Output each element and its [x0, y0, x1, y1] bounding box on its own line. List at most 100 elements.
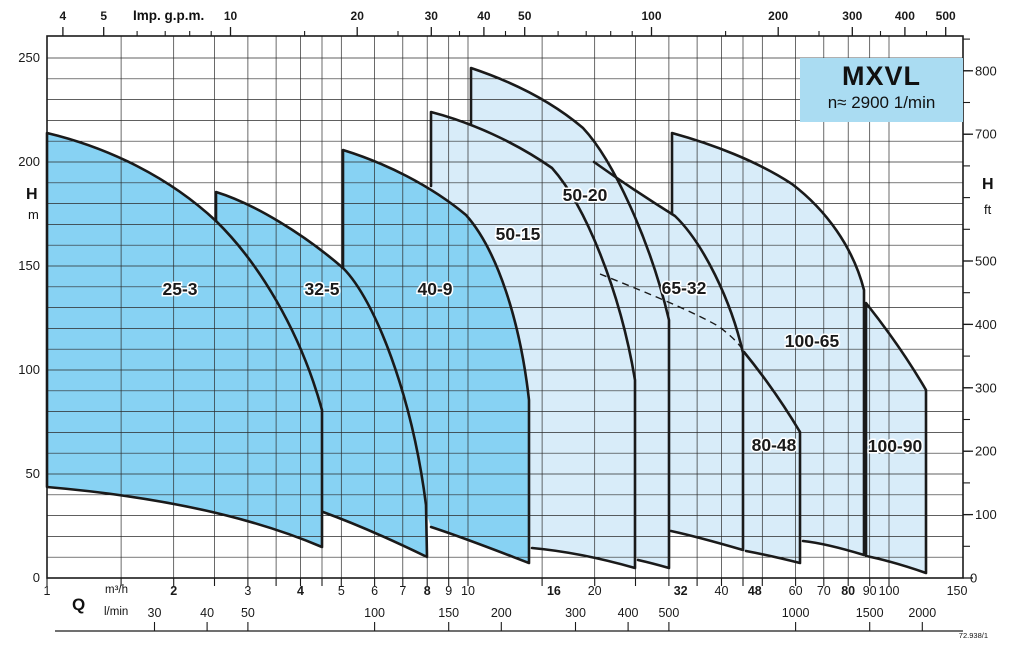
- envelope-fill-100-65: [672, 133, 864, 555]
- right-tick-label: 200: [975, 444, 997, 459]
- top-tick-label: 200: [768, 9, 788, 23]
- envelope-fill-25-3: [47, 133, 322, 547]
- left-tick-label: 50: [26, 466, 40, 481]
- bottom-m3h-tick-label: 80: [841, 584, 855, 598]
- bottom-lmin-tick-label: 1500: [856, 606, 884, 620]
- top-tick-label: 300: [842, 9, 862, 23]
- top-tick-label: 100: [641, 9, 661, 23]
- top-tick-label: 10: [224, 9, 238, 23]
- bottom-m3h-tick-label: 70: [817, 584, 831, 598]
- bottom-lmin-tick-label: 150: [438, 606, 459, 620]
- right-axis-unit: ft: [984, 202, 992, 217]
- document-reference-number: 72.938/1: [958, 631, 988, 640]
- bottom-lmin-tick-label: 1000: [782, 606, 810, 620]
- bottom-lmin-tick-label: 100: [364, 606, 385, 620]
- envelope-outlines: [45, 66, 928, 575]
- right-tick-label: 800: [975, 63, 997, 78]
- left-tick-label: 200: [18, 154, 40, 169]
- top-tick-label: 30: [425, 9, 439, 23]
- bottom-m3h-tick-label: 4: [297, 584, 304, 598]
- left-tick-label: 0: [33, 570, 40, 585]
- bottom-lmin-tick-label: 400: [618, 606, 639, 620]
- bottom-m3h-tick-label: 5: [338, 584, 345, 598]
- left-axis-unit: m: [28, 207, 39, 222]
- envelope-label-100-90: 100-90: [868, 436, 923, 456]
- bottom-m3h-tick-label: 100: [879, 584, 900, 598]
- bottom-m3h-tick-label: 6: [371, 584, 378, 598]
- bottom-m3h-tick-label: 32: [674, 584, 688, 598]
- left-tick-label: 250: [18, 50, 40, 65]
- envelope-fill-50-15: [431, 112, 635, 568]
- title-box: MXVL n≈ 2900 1/min: [800, 58, 963, 122]
- envelope-label-50-15: 50-15: [496, 224, 541, 244]
- title-speed: n≈ 2900 1/min: [827, 93, 936, 112]
- bottom-m3h-tick-label: 8: [424, 584, 431, 598]
- envelope-outline-100-65: [670, 131, 866, 557]
- top-tick-label: 400: [895, 9, 915, 23]
- bottom-m3h-tick-label: 48: [748, 584, 762, 598]
- envelope-fill-40-9: [343, 150, 529, 563]
- bottom-lmin-tick-label: 40: [200, 606, 214, 620]
- envelope-label-100-65: 100-65: [785, 331, 840, 351]
- bottom-axis-label: Q: [72, 595, 86, 614]
- bottom-m3h-tick-label: 3: [244, 584, 251, 598]
- top-tick-label: 500: [936, 9, 956, 23]
- bottom-axis-unit-lmin: l/min: [104, 606, 129, 618]
- bottom-lmin-tick-label: 200: [491, 606, 512, 620]
- top-tick-label: 40: [477, 9, 491, 23]
- dashed-guide-line: [599, 273, 745, 353]
- top-tick-label: 50: [518, 9, 532, 23]
- bottom-m3h-tick-label: 60: [789, 584, 803, 598]
- bottom-lmin-tick-label: 30: [148, 606, 162, 620]
- bottom-lmin-tick-label: 300: [565, 606, 586, 620]
- bottom-m3h-tick-label: 1: [44, 584, 51, 598]
- envelope-outline-40-9: [341, 148, 531, 565]
- bottom-lmin-tick-label: 500: [658, 606, 679, 620]
- bottom-m3h-tick-label: 2: [170, 584, 177, 598]
- envelope-outline-50-15: [429, 110, 637, 570]
- left-axis-label: H: [26, 186, 38, 203]
- top-axis-unit-label: Imp. g.p.m.: [133, 8, 205, 23]
- top-tick-label: 5: [100, 9, 107, 23]
- bottom-m3h-tick-label: 150: [947, 584, 968, 598]
- right-tick-label: 700: [975, 127, 997, 142]
- right-tick-label: 100: [975, 507, 997, 522]
- envelope-fill-100-90: [866, 303, 926, 573]
- right-tick-label: 0: [970, 571, 977, 586]
- bottom-m3h-tick-label: 90: [863, 584, 877, 598]
- top-tick-label: 4: [60, 9, 67, 23]
- envelope-label-40-9: 40-9: [417, 279, 452, 299]
- bottom-m3h-tick-label: 40: [715, 584, 729, 598]
- envelope-fills: [47, 68, 926, 573]
- envelope-label-65-32: 65-32: [662, 278, 707, 298]
- bottom-m3h-tick-label: 16: [547, 584, 561, 598]
- envelope-label-80-48: 80-48: [752, 435, 797, 455]
- right-axis-label: H: [982, 176, 994, 193]
- bottom-lmin-tick-label: 50: [241, 606, 255, 620]
- envelope-outline-50-20: [469, 66, 671, 570]
- title-model-name: MXVL: [841, 61, 921, 91]
- envelope-outline-100-90: [864, 301, 928, 575]
- envelope-fill-80-48: [744, 352, 800, 563]
- bottom-m3h-tick-label: 10: [461, 584, 475, 598]
- bottom-axis-unit-m3h: m³/h: [105, 584, 128, 596]
- right-tick-label: 400: [975, 317, 997, 332]
- bottom-m3h-tick-label: 20: [588, 584, 602, 598]
- envelope-outline-80-48: [742, 350, 802, 565]
- right-tick-label: 500: [975, 254, 997, 269]
- left-tick-label: 100: [18, 362, 40, 377]
- left-tick-label: 150: [18, 258, 40, 273]
- envelope-outline-32-5: [214, 190, 429, 559]
- bottom-m3h-tick-label: 7: [399, 584, 406, 598]
- bottom-m3h-tick-label: 9: [445, 584, 452, 598]
- envelope-label-50-20: 50-20: [563, 185, 608, 205]
- envelope-label-32-5: 32-5: [304, 279, 339, 299]
- right-tick-label: 300: [975, 380, 997, 395]
- envelope-outline-25-3: [45, 131, 324, 549]
- envelope-outline-65-32: [592, 160, 745, 552]
- top-tick-label: 20: [351, 9, 365, 23]
- bottom-lmin-tick-label: 2000: [908, 606, 936, 620]
